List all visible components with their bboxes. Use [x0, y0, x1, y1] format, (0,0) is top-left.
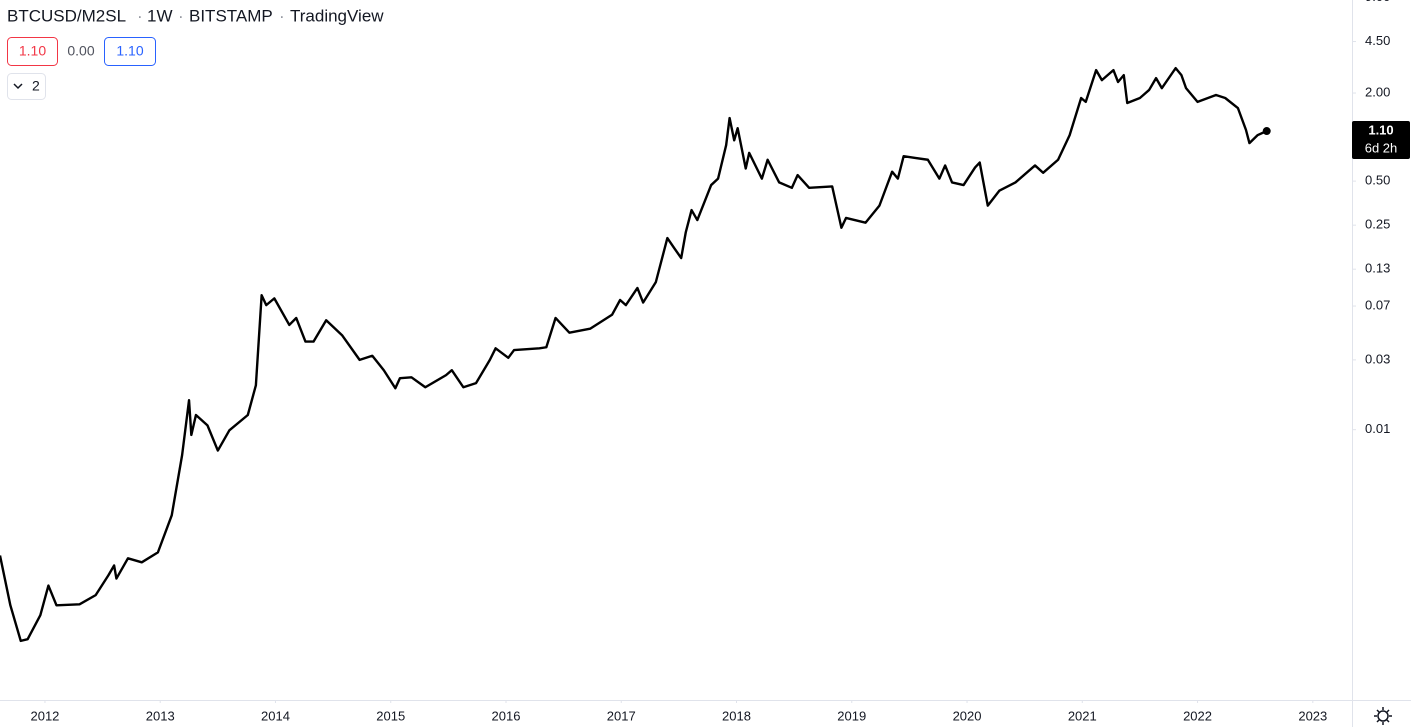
x-tick-label: 2018 [722, 708, 751, 723]
separator: · [279, 6, 285, 25]
y-tick-label: 4.50 [1365, 33, 1390, 48]
separator: · [178, 6, 184, 25]
x-tick-label: 2022 [1183, 708, 1212, 723]
plot-area [0, 66, 1271, 643]
x-tick-label: 2021 [1068, 708, 1097, 723]
gear-icon[interactable] [1377, 710, 1389, 722]
x-tick-label: 2019 [837, 708, 866, 723]
buy-box[interactable] [104, 37, 156, 66]
x-tick-label: 2015 [376, 708, 405, 723]
x-tick-label: 2016 [492, 708, 521, 723]
y-tick-label: 0.50 [1365, 173, 1390, 188]
y-tick-label: 9.00 [1365, 0, 1390, 4]
y-tick-label: 0.01 [1365, 421, 1390, 436]
y-tick-label: 2.00 [1365, 84, 1390, 99]
settings-button[interactable] [1374, 707, 1392, 725]
toggle-box[interactable] [7, 73, 46, 100]
indicator-count: 2 [32, 78, 40, 94]
sell-box[interactable] [7, 37, 58, 66]
spread-value: 0.00 [67, 43, 94, 59]
symbol[interactable]: BTCUSD/M2SL [7, 6, 126, 25]
separator: · [137, 6, 143, 25]
last-price-dot [1262, 127, 1271, 136]
chevron-icon [13, 83, 23, 90]
source: TradingView [290, 6, 384, 25]
y-tick-label: 0.13 [1365, 261, 1390, 276]
y-tick-label: 0.25 [1365, 217, 1390, 232]
gear-teeth [1374, 707, 1392, 725]
price-tag-countdown: 6d 2h [1365, 140, 1398, 155]
buy-value: 1.10 [116, 43, 143, 59]
price-line [0, 66, 1268, 643]
x-tick-label: 2023 [1298, 708, 1327, 723]
x-tick-label: 2013 [146, 708, 175, 723]
x-tick-label: 2014 [261, 708, 290, 723]
x-tick-label: 2020 [953, 708, 982, 723]
y-tick-label: 0.07 [1365, 297, 1390, 312]
price-tag-value: 1.10 [1368, 122, 1393, 137]
y-tick-label: 0.03 [1365, 351, 1390, 366]
indicators-toggle[interactable]: 2 [7, 73, 46, 100]
x-tick-label: 2012 [30, 708, 59, 723]
price-tag-box [1352, 121, 1410, 159]
interval[interactable]: 1W [147, 6, 173, 25]
legend-values: 1.10 0.00 1.10 [7, 37, 156, 66]
sell-value: 1.10 [19, 43, 46, 59]
header: BTCUSD/M2SL · 1W · BITSTAMP · TradingVie… [7, 6, 384, 25]
exchange: BITSTAMP [189, 6, 273, 25]
price-tag: 1.10 6d 2h [1352, 121, 1410, 159]
x-tick-label: 2017 [607, 708, 636, 723]
